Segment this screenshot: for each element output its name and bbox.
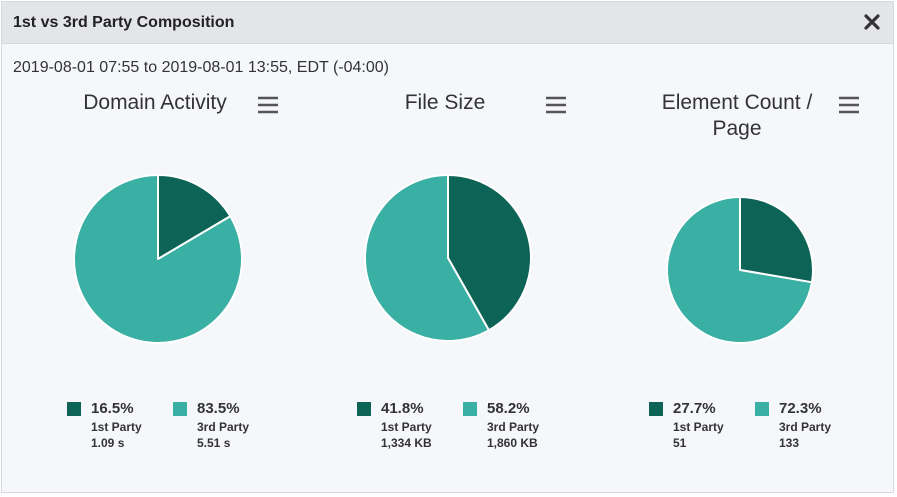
chart-file-size: File Size 41.8% 1st Party 1,334 KB 58.2%…	[305, 86, 595, 466]
legend-swatch-third-party	[755, 402, 769, 416]
legend-swatch-first-party	[357, 402, 371, 416]
legend-swatch-third-party	[463, 402, 477, 416]
legend-swatch-third-party	[173, 402, 187, 416]
pie-slice-third-party[interactable]	[364, 174, 490, 342]
legend-percent: 58.2%	[487, 400, 530, 417]
pie-slice-third-party[interactable]	[666, 196, 813, 344]
pie-chart[interactable]	[15, 86, 305, 396]
legend-percent: 83.5%	[197, 400, 240, 417]
chart-title: File Size	[404, 91, 486, 114]
menu-icon[interactable]	[545, 96, 567, 114]
pie-slice-first-party[interactable]	[447, 174, 532, 332]
legend-label: 1st Party	[91, 420, 142, 434]
legend-label: 3rd Party	[487, 420, 540, 434]
legend-swatch-first-party	[67, 402, 81, 416]
chart-title: Element Count / Page	[661, 91, 813, 140]
legend-value: 5.51 s	[197, 436, 231, 450]
menu-icon[interactable]	[257, 96, 279, 114]
legend-percent: 27.7%	[673, 400, 716, 417]
legend-label: 1st Party	[381, 420, 432, 434]
panel-title: 1st vs 3rd Party Composition	[13, 14, 235, 31]
legend-value: 51	[673, 436, 687, 450]
pie-slice-first-party[interactable]	[739, 196, 814, 284]
chart-title: Domain Activity	[83, 91, 227, 114]
legend-percent: 41.8%	[381, 400, 424, 417]
legend-percent: 72.3%	[779, 400, 822, 417]
legend-percent: 16.5%	[91, 400, 134, 417]
legend-label: 3rd Party	[197, 420, 250, 434]
pie-chart[interactable]	[305, 86, 595, 396]
legend-label: 3rd Party	[779, 420, 832, 434]
chart-domain-activity: Domain Activity 16.5% 1st Party 1.09 s 8…	[15, 86, 305, 466]
close-icon[interactable]	[860, 10, 884, 34]
pie-slice-first-party[interactable]	[157, 174, 232, 260]
legend-label: 1st Party	[673, 420, 724, 434]
chart-element-count: Element Count / Page 27.7% 1st Party 51 …	[597, 86, 887, 466]
legend-value: 1.09 s	[91, 436, 125, 450]
pie-chart[interactable]	[597, 86, 887, 396]
legend-value: 133	[779, 436, 800, 450]
legend-value: 1,860 KB	[487, 436, 538, 450]
date-range: 2019-08-01 07:55 to 2019-08-01 13:55, ED…	[13, 59, 389, 76]
menu-icon[interactable]	[838, 96, 860, 114]
legend-swatch-first-party	[649, 402, 663, 416]
legend-value: 1,334 KB	[381, 436, 432, 450]
panel-header: 1st vs 3rd Party Composition	[2, 2, 893, 44]
pie-slice-third-party[interactable]	[73, 174, 243, 344]
